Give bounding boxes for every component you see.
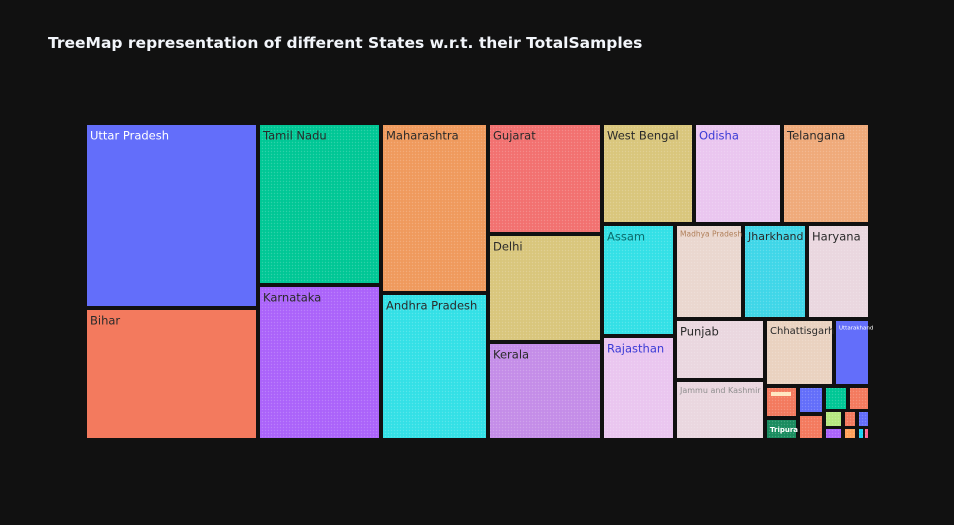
tile-punjab-texture — [677, 321, 763, 378]
tile-assam-texture — [604, 226, 673, 334]
small-tile-10-texture — [845, 429, 855, 438]
small-tile-11-texture — [859, 429, 863, 438]
tile-haryana-texture — [809, 226, 868, 317]
tile-andhra-pradesh-texture — [383, 295, 486, 438]
tile-jharkhand-texture — [745, 226, 805, 317]
tile-tamil-nadu-texture — [260, 125, 379, 283]
tile-uttar-pradesh[interactable] — [87, 125, 256, 306]
tile-telangana-texture — [784, 125, 868, 222]
chart-title: TreeMap representation of different Stat… — [48, 34, 643, 52]
small-tile-4-texture — [850, 388, 868, 409]
tile-rajasthan-texture — [604, 338, 673, 438]
tile-jammu-and-kashmir-texture — [677, 382, 763, 438]
small-tile-12-texture — [865, 429, 868, 438]
small-tile-2-texture — [800, 388, 822, 412]
tile-gujarat-texture — [490, 125, 600, 232]
small-tile-5-texture — [800, 416, 822, 438]
tile-chhattisgarh-texture — [767, 321, 832, 384]
small-tile-7-texture — [845, 412, 855, 426]
small-tile-6-texture — [826, 412, 841, 426]
tile-tripura-texture — [767, 420, 796, 438]
small-tile-3-texture — [826, 388, 846, 409]
tile-karnataka-texture — [260, 287, 379, 438]
small-tile-8-texture — [859, 412, 868, 426]
tile-kerala-texture — [490, 344, 600, 438]
tile-west-bengal-texture — [604, 125, 692, 222]
tile-uttarakhand[interactable] — [836, 321, 868, 384]
tile-bihar[interactable] — [87, 310, 256, 438]
small-tile-9-texture — [826, 429, 841, 438]
tile-odisha-texture — [696, 125, 780, 222]
small-tile-13-texture — [771, 392, 791, 396]
tile-delhi-texture — [490, 236, 600, 340]
tile-madhya-pradesh-texture — [677, 226, 741, 317]
tile-maharashtra-texture — [383, 125, 486, 291]
